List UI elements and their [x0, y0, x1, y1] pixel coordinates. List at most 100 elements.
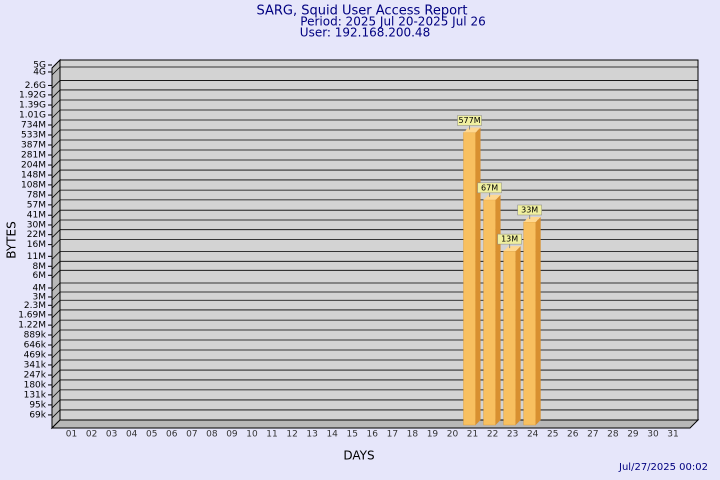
value-label-box	[497, 233, 522, 245]
x-tick-label: 02	[86, 430, 97, 440]
y-tick-label: 889k	[24, 331, 47, 341]
y-tick-label: 180k	[24, 380, 47, 390]
grid-line	[51, 299, 61, 309]
grid-line	[51, 199, 61, 209]
bar-top	[483, 194, 501, 200]
grid-line	[51, 169, 61, 179]
y-tick-label: 469k	[24, 351, 47, 361]
grid-line	[51, 159, 61, 169]
y-tick-label: 341k	[24, 360, 47, 370]
x-tick-label: 15	[346, 430, 357, 440]
y-tick-label: 8M	[33, 262, 47, 272]
x-tick-label: 18	[407, 430, 419, 440]
x-tick-label: 12	[286, 430, 297, 440]
value-label: 13M	[501, 235, 518, 244]
grid-line	[51, 189, 61, 199]
grid-line	[51, 229, 61, 238]
x-tick-label: 23	[507, 430, 518, 440]
grid-line	[51, 239, 61, 248]
y-tick-label: 3M	[33, 292, 47, 302]
grid-line	[51, 99, 61, 109]
y-tick-label: 2.6G	[25, 81, 46, 91]
x-tick-label: 20	[447, 430, 459, 440]
x-tick-label: 31	[667, 430, 678, 440]
y-tick-label: 5G	[33, 61, 46, 71]
y-tick-label: 1.39G	[19, 101, 46, 111]
x-tick-label: 28	[607, 430, 619, 440]
grid-line	[51, 209, 61, 219]
x-tick-label: 22	[487, 430, 498, 440]
y-tick-label: 57M	[27, 200, 46, 210]
y-tick-label: 6M	[33, 271, 47, 281]
grid-line	[51, 80, 61, 89]
bar-side	[535, 216, 541, 425]
x-tick-label: 16	[367, 430, 379, 440]
chart-subtitle: Period: 2025 Jul 20-2025 Jul 26	[300, 15, 485, 29]
timestamp: Jul/27/2025 00:02	[618, 462, 708, 473]
grid-line	[51, 270, 61, 279]
grid-line	[51, 261, 61, 270]
y-tick-label: 2.3M	[24, 301, 46, 311]
value-label-box	[477, 182, 502, 194]
grid-line	[51, 389, 61, 399]
x-tick-label: 07	[186, 430, 197, 440]
x-tick-label: 14	[326, 430, 338, 440]
grid-line	[51, 251, 61, 260]
x-tick-label: 01	[66, 430, 77, 440]
grid-line	[51, 329, 61, 339]
x-tick-label: 26	[567, 430, 579, 440]
x-tick-label: 11	[266, 430, 277, 440]
grid-line	[51, 59, 61, 69]
x-tick-label: 03	[106, 430, 117, 440]
bar	[523, 221, 536, 426]
grid-line	[51, 129, 61, 139]
plot-floor	[50, 419, 700, 429]
x-tick-label: 21	[467, 430, 478, 440]
grid-line	[51, 349, 61, 359]
bar-top	[463, 127, 481, 133]
grid-line	[51, 369, 61, 379]
y-tick-label: 204M	[21, 161, 46, 171]
value-label: 577M	[458, 116, 480, 125]
grid-line	[51, 291, 61, 301]
y-tick-label: 4M	[33, 283, 47, 293]
y-tick-label: 247k	[24, 371, 47, 381]
grid-line	[51, 409, 61, 419]
value-label-box	[517, 204, 542, 216]
grid-line	[51, 149, 61, 159]
y-tick-label: 1.01G	[19, 111, 46, 121]
grid-line	[51, 89, 61, 99]
value-label: 33M	[521, 205, 538, 214]
x-tick-label: 08	[206, 430, 218, 440]
grid-line	[51, 309, 61, 319]
y-tick-label: 646k	[24, 340, 47, 350]
bar	[483, 199, 496, 426]
bar-side	[495, 194, 501, 425]
bar-top	[523, 216, 541, 222]
bar	[503, 250, 516, 426]
y-tick-label: 148M	[21, 171, 46, 181]
y-tick-label: 78M	[27, 191, 46, 201]
grid-line	[51, 379, 61, 389]
x-tick-label: 04	[126, 430, 138, 440]
y-tick-label: 1.69M	[18, 310, 46, 320]
y-tick-label: 11M	[27, 252, 46, 262]
x-axis-label: DAYS	[343, 449, 374, 463]
y-axis-label: BYTES	[5, 221, 19, 258]
grid-line	[51, 339, 61, 349]
x-tick-label: 24	[527, 430, 539, 440]
x-tick-label: 27	[587, 430, 598, 440]
chart-title: SARG, Squid User Access Report	[257, 4, 468, 19]
chart-subtitle: User: 192.168.200.48	[300, 26, 430, 40]
x-tick-label: 05	[146, 430, 157, 440]
bar-top	[503, 246, 521, 252]
y-tick-label: 1.92G	[19, 90, 46, 100]
grid-line	[51, 319, 61, 329]
grid-line	[51, 399, 61, 409]
grid-line	[51, 109, 61, 119]
x-tick-label: 30	[647, 430, 659, 440]
y-tick-label: 281M	[21, 151, 46, 161]
y-tick-label: 533M	[21, 131, 46, 141]
grid-line	[51, 139, 61, 149]
